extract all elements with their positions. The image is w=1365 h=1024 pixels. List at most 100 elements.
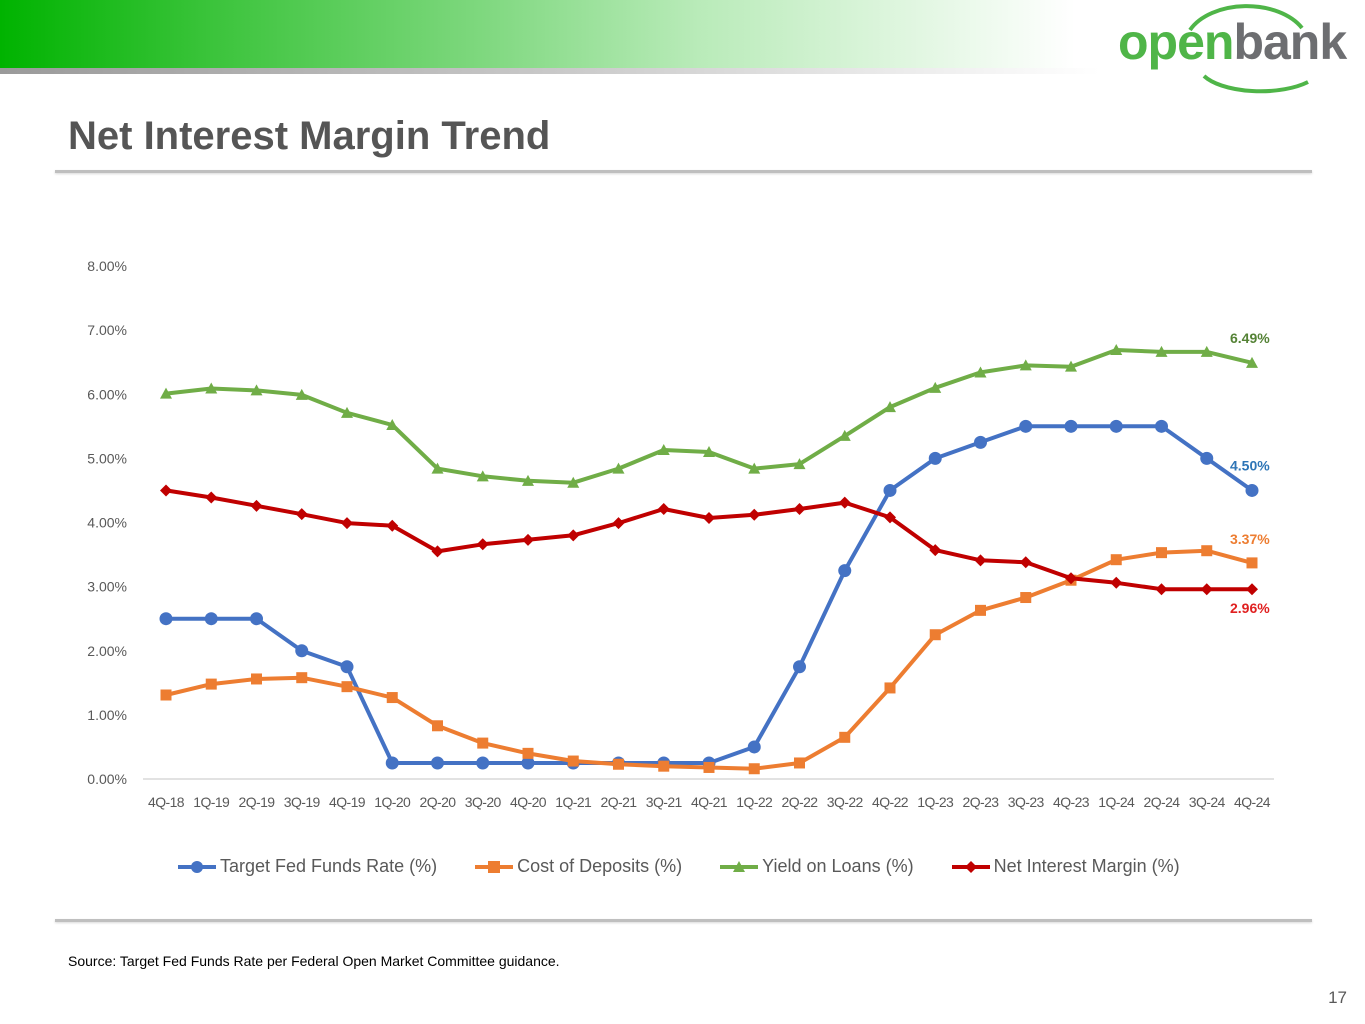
data-point-deposits <box>1110 554 1122 566</box>
data-point-deposits <box>205 678 217 690</box>
data-point-deposits <box>386 692 398 704</box>
x-tick-label: 1Q-22 <box>736 794 773 810</box>
data-point-loans <box>431 462 444 474</box>
data-point-nim <box>748 508 761 521</box>
data-point-fed <box>928 451 942 465</box>
data-point-deposits <box>567 755 579 767</box>
data-point-nim <box>431 545 444 558</box>
data-point-deposits <box>341 681 353 693</box>
data-point-nim <box>1200 583 1213 596</box>
y-tick-label: 3.00% <box>87 579 127 595</box>
data-point-fed <box>1019 419 1033 433</box>
legend-label-deposits: Cost of Deposits (%) <box>517 856 683 876</box>
data-point-deposits <box>884 682 896 694</box>
data-point-loans <box>1246 356 1258 368</box>
data-point-nim <box>1110 576 1123 589</box>
data-point-fed <box>250 612 263 626</box>
data-point-deposits <box>251 673 262 685</box>
legend-diamond-icon <box>951 860 990 873</box>
data-point-fed <box>838 564 852 578</box>
data-point-fed <box>340 660 354 674</box>
data-point-deposits <box>477 737 489 749</box>
x-tick-label: 4Q-24 <box>1234 794 1271 810</box>
data-point-deposits <box>160 689 172 701</box>
x-tick-label: 4Q-20 <box>510 794 547 810</box>
legend-item-fed: Target Fed Funds Rate (%) <box>176 856 437 877</box>
data-point-nim <box>1065 572 1077 585</box>
data-point-fed <box>521 756 535 770</box>
data-point-loans <box>1065 360 1077 372</box>
data-point-nim <box>160 484 172 497</box>
data-point-deposits <box>975 604 986 616</box>
x-tick-label: 4Q-21 <box>691 794 728 810</box>
x-tick-label: 3Q-19 <box>284 794 321 810</box>
data-point-loans <box>793 458 806 470</box>
data-point-nim <box>1246 583 1258 596</box>
data-point-nim <box>974 554 987 567</box>
x-tick-label: 4Q-23 <box>1053 794 1090 810</box>
data-point-nim <box>1155 583 1168 596</box>
data-point-nim <box>612 517 625 530</box>
data-point-nim <box>250 499 263 512</box>
data-point-loans <box>522 474 534 486</box>
data-point-nim <box>793 503 806 516</box>
data-point-deposits <box>1246 557 1258 569</box>
x-tick-label: 2Q-23 <box>963 794 1000 810</box>
data-point-loans <box>1019 359 1032 371</box>
data-point-nim <box>205 491 218 504</box>
logo-bank-text: bank <box>1233 14 1347 70</box>
end-label-fed: 4.50% <box>1230 457 1270 473</box>
page-number: 17 <box>1328 988 1347 1007</box>
end-label-nim: 2.96% <box>1230 600 1270 616</box>
data-point-fed <box>431 756 444 770</box>
data-point-deposits <box>658 760 670 772</box>
x-tick-label: 3Q-23 <box>1008 794 1045 810</box>
data-point-deposits <box>613 758 624 770</box>
x-tick-label: 4Q-22 <box>872 794 909 810</box>
data-point-fed <box>385 756 399 770</box>
legend-item-deposits: Cost of Deposits (%) <box>473 856 682 877</box>
data-point-deposits <box>1020 592 1032 604</box>
openbank-logo: openbank <box>1112 2 1362 97</box>
chart-legend: Target Fed Funds Rate (%) Cost of Deposi… <box>176 856 1216 877</box>
x-tick-label: 2Q-21 <box>601 794 638 810</box>
logo-open-text: open <box>1118 14 1234 70</box>
data-point-deposits <box>1201 545 1213 557</box>
page-title: Net Interest Margin Trend <box>68 114 551 158</box>
x-tick-label: 3Q-22 <box>827 794 864 810</box>
footer-divider <box>55 919 1312 922</box>
y-tick-label: 5.00% <box>87 450 127 466</box>
data-point-fed <box>204 612 218 626</box>
y-tick-label: 7.00% <box>87 322 127 338</box>
legend-label-loans: Yield on Loans (%) <box>762 856 914 876</box>
data-point-fed <box>1245 483 1259 497</box>
data-point-fed <box>476 756 490 770</box>
data-point-deposits <box>296 672 308 684</box>
data-point-fed <box>1109 419 1123 433</box>
data-point-nim <box>657 503 670 516</box>
data-point-nim <box>1019 556 1032 569</box>
x-tick-label: 2Q-22 <box>782 794 819 810</box>
x-tick-label: 1Q-19 <box>193 794 230 810</box>
data-point-fed <box>1155 419 1168 433</box>
data-point-loans <box>160 387 172 399</box>
x-tick-label: 3Q-20 <box>465 794 502 810</box>
data-point-fed <box>974 435 987 449</box>
data-point-nim <box>884 511 896 524</box>
end-label-deposits: 3.37% <box>1230 531 1270 547</box>
data-point-fed <box>159 612 173 626</box>
data-point-nim <box>838 496 851 509</box>
data-point-deposits <box>432 720 443 732</box>
data-point-deposits <box>522 747 534 759</box>
logo-arc-icon <box>1188 4 1309 94</box>
y-tick-label: 1.00% <box>87 707 127 723</box>
data-point-deposits <box>929 629 941 641</box>
data-point-nim <box>522 533 534 546</box>
series-line-loans <box>165 348 1253 485</box>
y-tick-label: 2.00% <box>87 643 127 659</box>
data-point-nim <box>567 529 580 542</box>
data-point-nim <box>341 517 353 530</box>
legend-label-nim: Net Interest Margin (%) <box>993 856 1180 876</box>
data-point-loans <box>250 384 263 396</box>
data-point-nim <box>476 538 489 551</box>
